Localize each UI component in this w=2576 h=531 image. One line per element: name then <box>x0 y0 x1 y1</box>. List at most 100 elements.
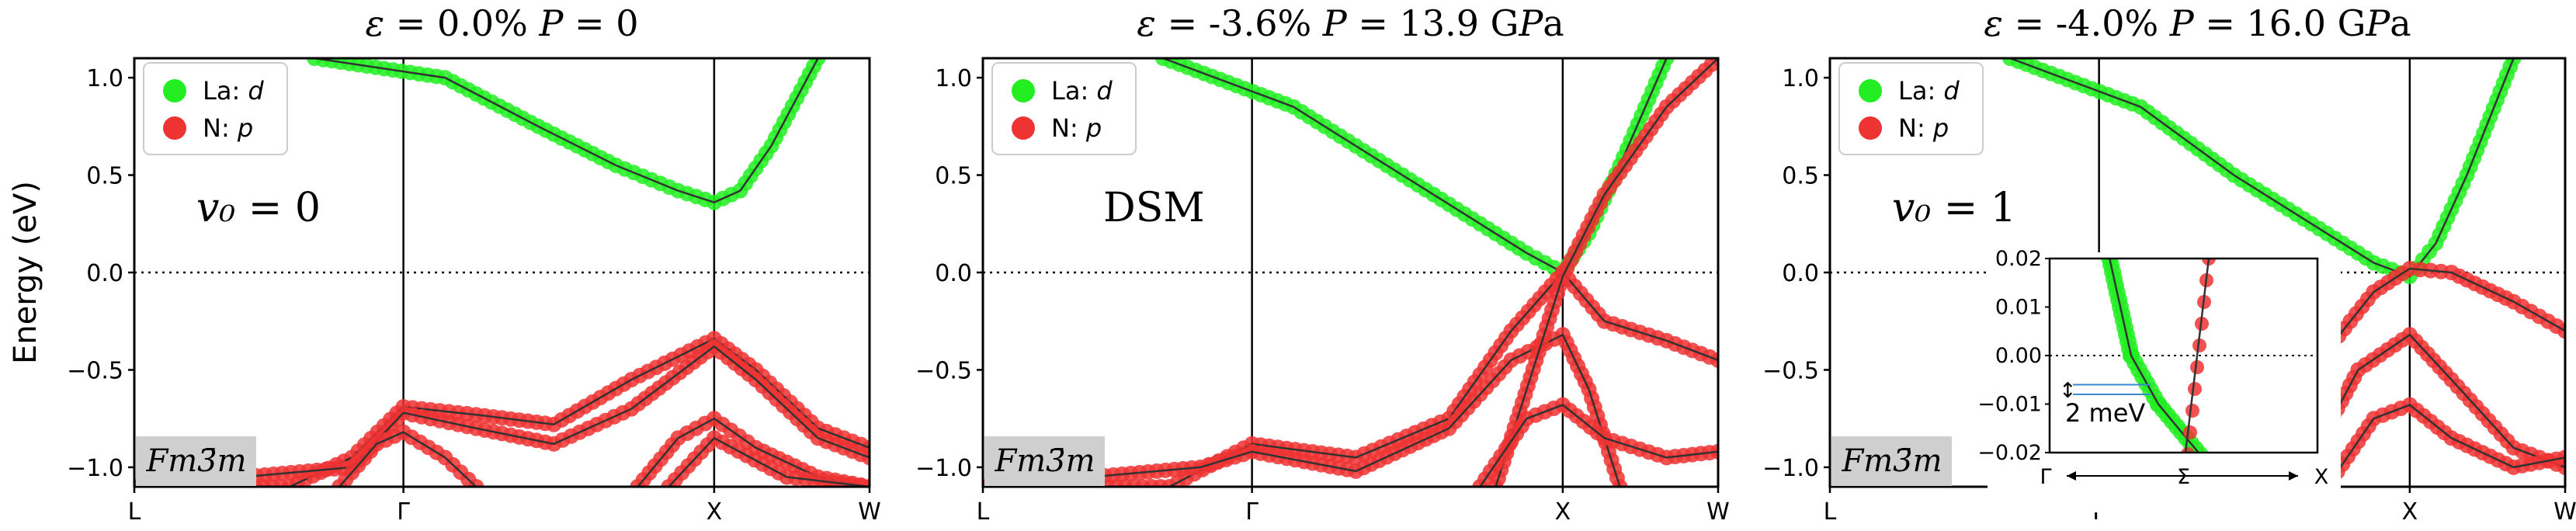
x-tick-label: L <box>1824 498 1837 526</box>
legend-label-part-0: La: <box>1051 76 1096 106</box>
inset-x-label: Σ <box>2177 465 2190 489</box>
y-tick-label: 1.0 <box>86 65 123 92</box>
band-line <box>2295 333 2565 487</box>
space-group-bg <box>136 436 256 486</box>
panel-title-part-2: P <box>538 2 564 44</box>
fat-band-point <box>1658 58 1675 66</box>
legend-label-part-1: d <box>1096 76 1113 106</box>
x-tick-label: W <box>1706 498 1730 526</box>
panel-annotation: v₀ = 1 <box>1892 185 2016 231</box>
panel-title: ε = -4.0% P = 16.0 GPa <box>1984 2 2411 44</box>
inset-band-point <box>2192 338 2206 352</box>
gap-arrow-icon: ↕ <box>2059 379 2077 403</box>
band-4 <box>332 424 484 487</box>
y-tick-label: 1.0 <box>935 65 972 92</box>
legend-label-part-0: La: <box>1898 76 1943 106</box>
x-tick-label: X <box>706 498 723 526</box>
inset-plot-area: ↕ <box>2050 259 2317 453</box>
panel-title-part-2: P <box>1322 2 1348 44</box>
inset-y-tick-label: 0.02 <box>1995 247 2042 271</box>
y-tick-label: −0.5 <box>67 357 123 384</box>
inset-background <box>1988 252 2341 512</box>
y-tick-label: 0.0 <box>1782 260 1819 287</box>
x-tick-label: X <box>1555 498 1571 526</box>
y-tick-label: 0.0 <box>86 260 123 287</box>
legend-marker <box>163 116 186 140</box>
space-group-label: Fm3̄m <box>994 443 1095 479</box>
x-tick-label: X <box>2402 498 2418 526</box>
gap-label: 2 meV <box>2065 398 2145 428</box>
band-1 <box>1155 58 1675 280</box>
inset-x-label: X <box>2314 465 2329 489</box>
legend-label: La: d <box>1051 76 1113 106</box>
legend-label: N: p <box>1051 113 1102 143</box>
panel-annotation-part-0: v <box>196 185 219 231</box>
y-axis-label: Energy (eV) <box>8 181 43 364</box>
legend-marker <box>1859 116 1882 140</box>
fat-band-point <box>1612 479 1628 487</box>
fat-band-point <box>2505 58 2522 66</box>
legend-label-part-0: N: <box>1051 113 1086 143</box>
inset-y-tick-label: 0.00 <box>1995 344 2042 368</box>
y-tick-label: 0.5 <box>1782 163 1819 190</box>
band-line <box>338 431 477 487</box>
panel-title-part-1: = 0.0% <box>384 2 539 44</box>
y-tick-label: 0.5 <box>86 163 123 190</box>
inset-band-point <box>2188 382 2202 396</box>
panel-title-part-0: ε <box>366 2 385 44</box>
panel-title-part-4: P <box>1518 2 1543 44</box>
legend-label: N: p <box>1898 113 1949 143</box>
legend-marker <box>1012 116 1035 140</box>
panel-1: ε = 0.0% P = 0 1.0 0.5 0.0 −0.5 −1.0L Γ X W La: d… <box>67 2 881 526</box>
legend-label-part-0: N: <box>1898 113 1933 143</box>
inset-band-point <box>2183 425 2197 439</box>
band-line <box>983 333 1621 487</box>
inset-y-tick-label: 0.01 <box>1995 296 2042 320</box>
x-tick-label: W <box>858 498 881 526</box>
fat-band-point <box>862 449 870 466</box>
legend-label: La: d <box>203 76 264 106</box>
band-5 <box>1472 397 1718 487</box>
inset-left-arrow-icon <box>2067 471 2076 481</box>
space-group-bg <box>1831 436 1952 486</box>
x-tick-label: Γ <box>1245 498 1258 526</box>
fat-band-point <box>468 479 484 487</box>
inset-x-label: Γ <box>2040 465 2051 489</box>
band-1 <box>2002 58 2522 284</box>
panel-title-part-4: P <box>2365 2 2390 44</box>
y-tick-label: 0.5 <box>935 163 972 190</box>
legend-label-part-1: p <box>1085 113 1102 143</box>
panel-annotation-part-0: v <box>1892 185 1915 231</box>
band-line <box>2326 404 2565 487</box>
y-tick-label: −0.5 <box>1762 357 1819 384</box>
panel-title-part-5: a <box>2390 2 2411 44</box>
x-tick-label: W <box>2553 498 2576 526</box>
fat-band-point <box>1710 352 1718 368</box>
y-tick-label: −1.0 <box>67 455 123 482</box>
band-line <box>668 436 870 487</box>
inset-band-line <box>2184 259 2210 453</box>
legend-label-part-0: La: <box>203 76 248 106</box>
panel-annotation: v₀ = 0 <box>196 185 321 231</box>
band-1 <box>307 58 826 210</box>
y-tick-label: 1.0 <box>1782 65 1819 92</box>
inset-band-point <box>2181 447 2195 453</box>
legend: La: d N: p <box>1838 62 1984 155</box>
panel-title: ε = 0.0% P = 0 <box>366 2 639 44</box>
x-tick-label: L <box>128 498 141 526</box>
y-tick-label: −0.5 <box>915 357 972 384</box>
inset-right-arrow-icon <box>2289 471 2298 481</box>
inset-y-tick-label: −0.02 <box>1977 441 2042 465</box>
legend: La: d N: p <box>143 62 288 155</box>
inset-band-point <box>2185 404 2199 418</box>
panel-2: ε = -3.6% P = 13.9 GPa1.00.50.0−0.5−1.0L… <box>915 2 1730 526</box>
inset: ↕ 0.02 0.01 0.00 −0.01 −0.02 2 meV Γ Σ X <box>1977 247 2341 512</box>
legend-label: N: p <box>203 113 253 143</box>
panel-title-part-0: ε <box>1984 2 2003 44</box>
space-group-label: Fm3̄m <box>1841 443 1942 479</box>
panel-annotation-part-2: = 0 <box>235 185 321 231</box>
space-group-badge: Fm3̄m <box>136 436 256 486</box>
legend-marker <box>163 79 186 102</box>
panel-plot-area <box>983 58 1718 487</box>
